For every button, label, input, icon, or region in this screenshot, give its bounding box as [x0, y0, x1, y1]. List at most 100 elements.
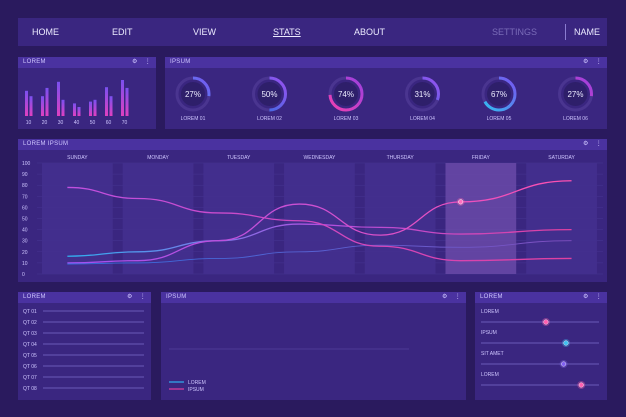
- bar: [61, 99, 65, 116]
- highlight-point[interactable]: [458, 199, 464, 205]
- row-label: QT 01: [23, 309, 37, 315]
- bar: [57, 81, 60, 116]
- bar: [41, 96, 44, 116]
- day-label: THURSDAY: [387, 155, 415, 161]
- donut-value: 67%: [491, 90, 507, 99]
- gear-icon[interactable]: ⚙: [583, 141, 589, 147]
- panel-title: LOREM: [23, 294, 46, 300]
- more-icon[interactable]: ⋮: [144, 59, 151, 65]
- bar: [77, 107, 81, 116]
- donut-arc: [328, 76, 364, 112]
- day-column[interactable]: [284, 163, 355, 274]
- panel-header: LOREM ⚙ ⋮: [18, 292, 151, 303]
- bar: [125, 87, 129, 116]
- day-column[interactable]: [526, 163, 597, 274]
- day-label: SATURDAY: [548, 155, 575, 161]
- gear-icon[interactable]: ⚙: [583, 59, 589, 65]
- row-label: QT 03: [23, 331, 37, 337]
- nav-item-view[interactable]: VIEW: [193, 27, 217, 37]
- bar-tick-label: 20: [42, 120, 48, 126]
- row-label: QT 05: [23, 353, 37, 359]
- donut-value: 50%: [261, 90, 277, 99]
- donut-label: LOREM 03: [334, 116, 359, 122]
- donut-row: 27% LOREM 01 50% LOREM 02 74% LOREM 03 31% LORE…: [175, 76, 593, 122]
- panel-title: LOREM IPSUM: [23, 141, 69, 147]
- y-tick-label: 20: [22, 250, 28, 256]
- day-label: FRIDAY: [472, 155, 491, 161]
- day-column[interactable]: [122, 163, 194, 274]
- bar-tick-label: 10: [26, 120, 32, 126]
- donut-value: 27%: [185, 90, 201, 99]
- series-line: [67, 240, 572, 265]
- y-tick-label: 40: [22, 228, 28, 234]
- y-tick-label: 80: [22, 183, 28, 189]
- donut-arc: [558, 76, 593, 112]
- bar-chart: 10 20 30 40 50 60 70: [25, 80, 129, 126]
- donut-arc: [405, 76, 440, 112]
- bar-tick-label: 30: [58, 120, 64, 126]
- more-icon[interactable]: ⋮: [595, 59, 602, 65]
- row-label: QT 08: [23, 386, 37, 392]
- slider-label: SIT AMET: [481, 351, 504, 357]
- top-nav: HOME EDIT VIEW STATS ABOUT SETTINGS NAME: [18, 18, 607, 46]
- donut-arc: [481, 76, 517, 112]
- day-column[interactable]: [364, 163, 436, 274]
- row-label: QT 04: [23, 342, 37, 348]
- donut-label: LOREM 01: [181, 116, 206, 122]
- slider-label: LOREM: [481, 372, 499, 378]
- bar: [89, 101, 92, 116]
- panel-header: LOREM ⚙ ⋮: [475, 292, 607, 303]
- donut-hole: [181, 82, 205, 106]
- more-icon[interactable]: ⋮: [454, 294, 461, 300]
- nav-item-stats[interactable]: STATS: [273, 27, 301, 37]
- nav-item-settings[interactable]: SETTINGS: [492, 27, 538, 37]
- bar: [73, 103, 76, 116]
- day-label: SUNDAY: [67, 155, 88, 161]
- donut-hole: [563, 82, 588, 106]
- bar-panel: LOREM ⚙ ⋮ 10 20 30 40 50 60 70: [18, 57, 156, 129]
- gear-icon[interactable]: ⚙: [583, 294, 589, 300]
- bar-tick-label: 40: [74, 120, 80, 126]
- bar-tick-label: 60: [106, 120, 112, 126]
- gear-icon[interactable]: ⚙: [132, 59, 138, 65]
- nav-item-home[interactable]: HOME: [32, 27, 59, 37]
- y-tick-label: 60: [22, 205, 28, 211]
- donut-value: 74%: [338, 90, 354, 99]
- week-panel: LOREM IPSUM ⚙ ⋮ 100 90 80 70 60 50 40 30 20 10 0 SUN…: [18, 139, 607, 282]
- nav-item-about[interactable]: ABOUT: [354, 27, 386, 37]
- nav-user-name[interactable]: NAME: [574, 27, 601, 37]
- y-tick-label: 90: [22, 172, 28, 178]
- day-column[interactable]: [42, 163, 113, 274]
- day-column[interactable]: [203, 163, 275, 274]
- gear-icon[interactable]: ⚙: [127, 294, 133, 300]
- day-label: MONDAY: [147, 155, 169, 161]
- wave-panel: IPSUM ⚙ ⋮ LOREM IPSUM: [161, 292, 466, 400]
- donut-arc: [252, 76, 287, 112]
- nav-item-edit[interactable]: EDIT: [112, 27, 133, 37]
- more-icon[interactable]: ⋮: [139, 294, 146, 300]
- panel-header: LOREM ⚙ ⋮: [18, 57, 156, 68]
- slider-handle[interactable]: [578, 382, 584, 388]
- y-tick-label: 70: [22, 194, 28, 200]
- nav-divider: [565, 24, 566, 40]
- y-tick-label: 50: [22, 217, 28, 223]
- slider-handle[interactable]: [543, 319, 549, 325]
- legend-label: IPSUM: [188, 387, 204, 393]
- donut-hole: [334, 82, 358, 106]
- day-column[interactable]: [445, 163, 517, 274]
- y-tick-label: 30: [22, 239, 28, 245]
- donut-hole: [487, 82, 511, 106]
- slider-handle[interactable]: [563, 340, 569, 346]
- more-icon[interactable]: ⋮: [595, 294, 602, 300]
- panel-title: IPSUM: [166, 294, 187, 300]
- slider-handle[interactable]: [561, 361, 567, 367]
- donut-label: LOREM 04: [410, 116, 435, 122]
- gear-icon[interactable]: ⚙: [442, 294, 448, 300]
- more-icon[interactable]: ⋮: [595, 141, 602, 147]
- bar: [25, 90, 28, 116]
- row-label: QT 07: [23, 375, 37, 381]
- donut-hole: [257, 82, 282, 106]
- panel-header: IPSUM ⚙ ⋮: [161, 292, 466, 303]
- day-label: WEDNESDAY: [304, 155, 337, 161]
